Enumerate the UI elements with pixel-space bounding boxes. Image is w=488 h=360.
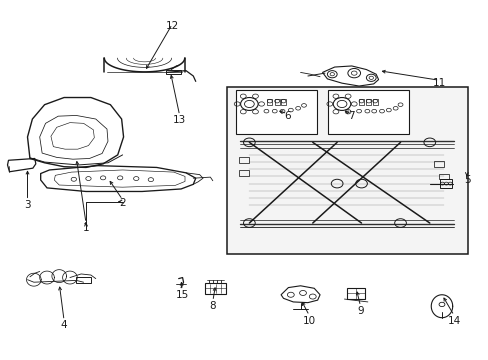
Text: 14: 14	[447, 316, 460, 325]
Bar	[281, 99, 285, 105]
Bar	[433, 161, 444, 167]
Text: 10: 10	[302, 316, 315, 325]
Bar	[274, 99, 279, 105]
Bar	[238, 157, 249, 163]
Text: 3: 3	[24, 200, 31, 210]
Text: 8: 8	[209, 301, 216, 311]
Bar	[346, 288, 365, 299]
Text: 7: 7	[348, 111, 354, 121]
Bar	[358, 99, 363, 105]
Text: 4: 4	[61, 320, 67, 330]
Text: 6: 6	[284, 111, 290, 121]
Bar	[328, 90, 408, 134]
Bar	[238, 170, 249, 176]
Bar	[205, 283, 225, 294]
Text: 2: 2	[119, 198, 125, 208]
Text: 12: 12	[165, 21, 179, 31]
Bar	[438, 174, 448, 179]
Bar	[267, 99, 272, 105]
Bar	[166, 70, 181, 74]
Bar	[372, 99, 377, 105]
Bar	[227, 87, 467, 253]
Text: 5: 5	[464, 175, 470, 185]
Bar	[366, 99, 370, 105]
Text: 15: 15	[175, 291, 188, 301]
Text: 9: 9	[357, 306, 363, 316]
Text: 1: 1	[82, 224, 89, 233]
Bar	[439, 179, 451, 188]
Bar	[76, 277, 91, 283]
Bar	[235, 90, 316, 134]
Text: 11: 11	[432, 78, 445, 88]
Text: 13: 13	[173, 115, 186, 125]
